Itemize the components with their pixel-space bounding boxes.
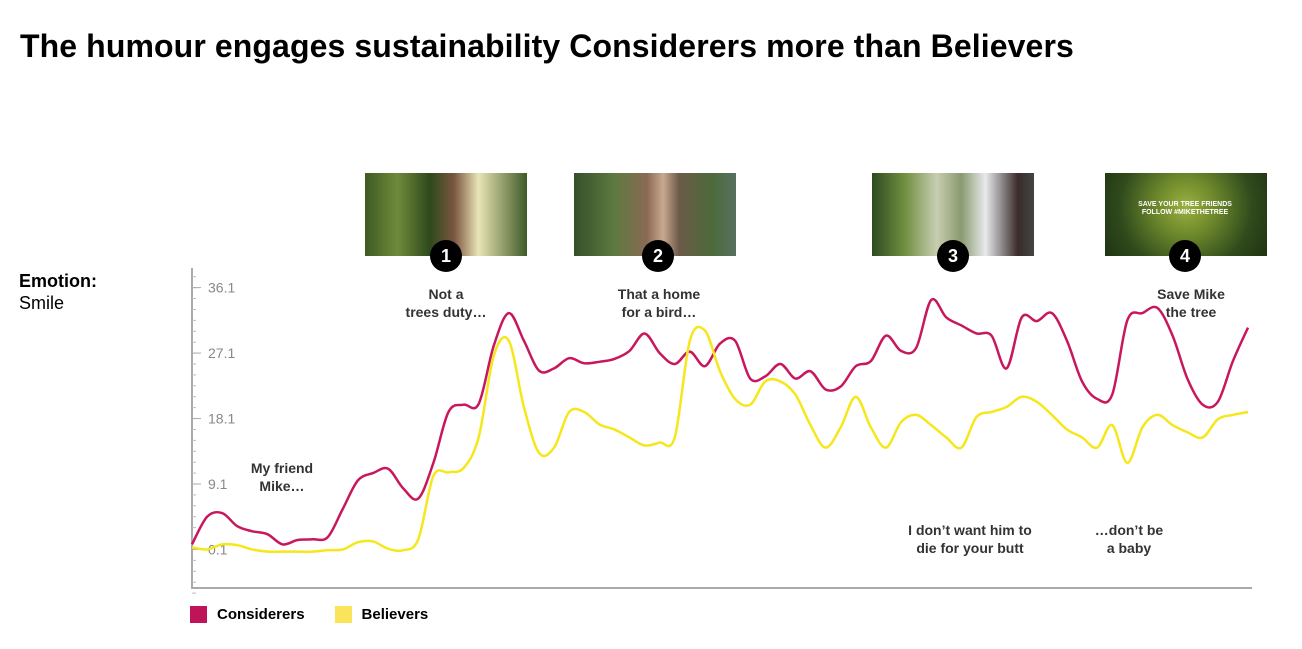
- legend-swatch-considerers: [190, 606, 207, 623]
- scene-caption-3: I don’t want him to die for your butt: [908, 522, 1032, 556]
- scene-badge-2: 2: [642, 240, 674, 272]
- emotion-heading: Emotion:: [19, 271, 97, 291]
- page-title: The humour engages sustainability Consid…: [20, 28, 1074, 64]
- legend-label-believers: Believers: [361, 606, 429, 623]
- scene-thumbnail-4: SAVE YOUR TREE FRIENDS FOLLOW #MIKETHETRE…: [1105, 173, 1267, 256]
- y-tick-label: 36.1: [208, 280, 235, 296]
- tree-friends-logo: SAVE YOUR TREE FRIENDS FOLLOW #MIKETHETRE…: [1138, 201, 1232, 216]
- legend-item-believers: Believers: [334, 606, 429, 623]
- y-tick-label: 27.1: [208, 345, 235, 361]
- series-line-considerers: [190, 297, 1250, 546]
- annotation-dont-be-a-baby: …don’t be a baby: [1094, 522, 1164, 556]
- chart-legend: Considerers Believers: [190, 606, 458, 623]
- scene-badge-4: 4: [1169, 240, 1201, 272]
- scene-caption-4: Save Mike the tree: [1157, 286, 1225, 320]
- scene-caption-1: Not a trees duty…: [405, 286, 487, 320]
- y-tick-label: 18.1: [208, 411, 235, 427]
- scene-caption-2: That a home for a bird…: [617, 286, 701, 320]
- emotion-label: Emotion: Smile: [19, 270, 97, 314]
- legend-swatch-believers: [334, 606, 352, 623]
- scene-badge-1: 1: [430, 240, 462, 272]
- scene-badge-3: 3: [937, 240, 969, 272]
- annotation-my-friend-mike: My friend Mike…: [250, 460, 314, 494]
- legend-label-considerers: Considerers: [217, 606, 305, 623]
- emotion-value: Smile: [19, 293, 65, 313]
- legend-item-considerers: Considerers: [190, 606, 305, 623]
- series-line-believers: [191, 325, 1249, 554]
- y-tick-label: 9.1: [208, 476, 228, 492]
